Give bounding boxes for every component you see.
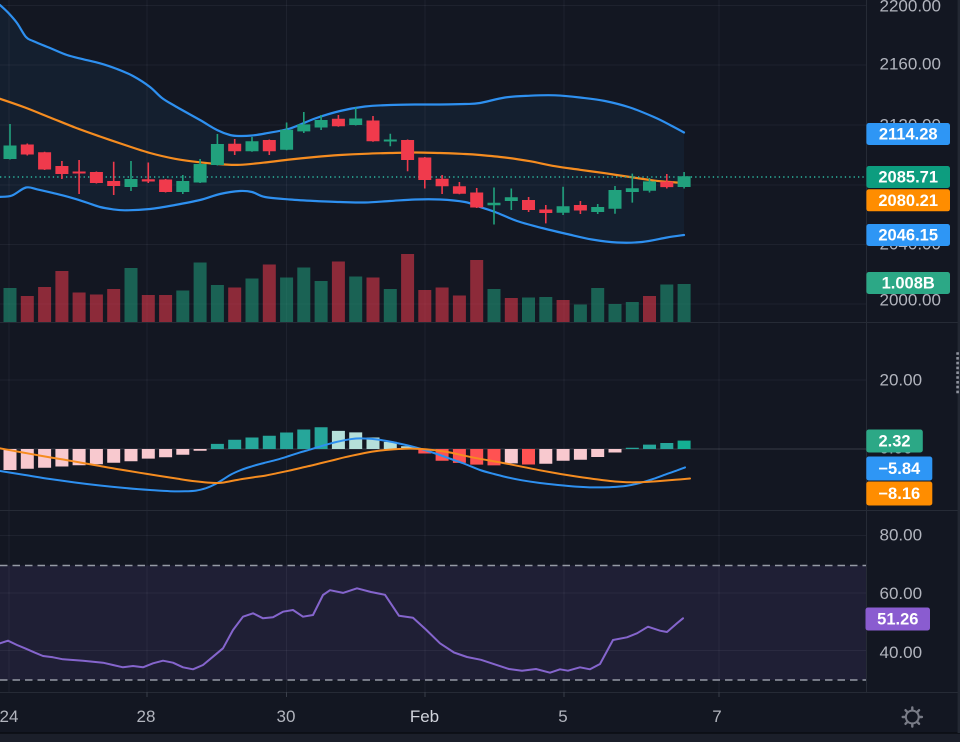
svg-text:7: 7 xyxy=(712,707,721,726)
svg-text:2.32: 2.32 xyxy=(878,433,910,451)
svg-text:1.008B: 1.008B xyxy=(882,275,935,293)
svg-text:2200.00: 2200.00 xyxy=(880,0,941,16)
svg-text:30: 30 xyxy=(277,707,296,726)
svg-text:80.00: 80.00 xyxy=(880,526,923,545)
svg-text:−8.16: −8.16 xyxy=(878,485,920,503)
svg-text:28: 28 xyxy=(137,707,156,726)
svg-text:24: 24 xyxy=(0,707,18,726)
svg-text:2114.28: 2114.28 xyxy=(879,126,938,144)
svg-text:51.26: 51.26 xyxy=(877,611,918,629)
svg-text:2000.00: 2000.00 xyxy=(880,291,941,310)
svg-text:Feb: Feb xyxy=(410,707,439,726)
svg-text:2160.00: 2160.00 xyxy=(880,55,941,74)
svg-text:2080.21: 2080.21 xyxy=(878,192,938,210)
svg-text:2046.15: 2046.15 xyxy=(878,227,938,245)
svg-text:−5.84: −5.84 xyxy=(878,460,921,478)
svg-text:5: 5 xyxy=(558,707,567,726)
svg-text:60.00: 60.00 xyxy=(880,584,923,603)
svg-text:20.00: 20.00 xyxy=(880,371,923,390)
svg-text:2085.71: 2085.71 xyxy=(878,169,938,187)
svg-text:40.00: 40.00 xyxy=(880,643,923,662)
